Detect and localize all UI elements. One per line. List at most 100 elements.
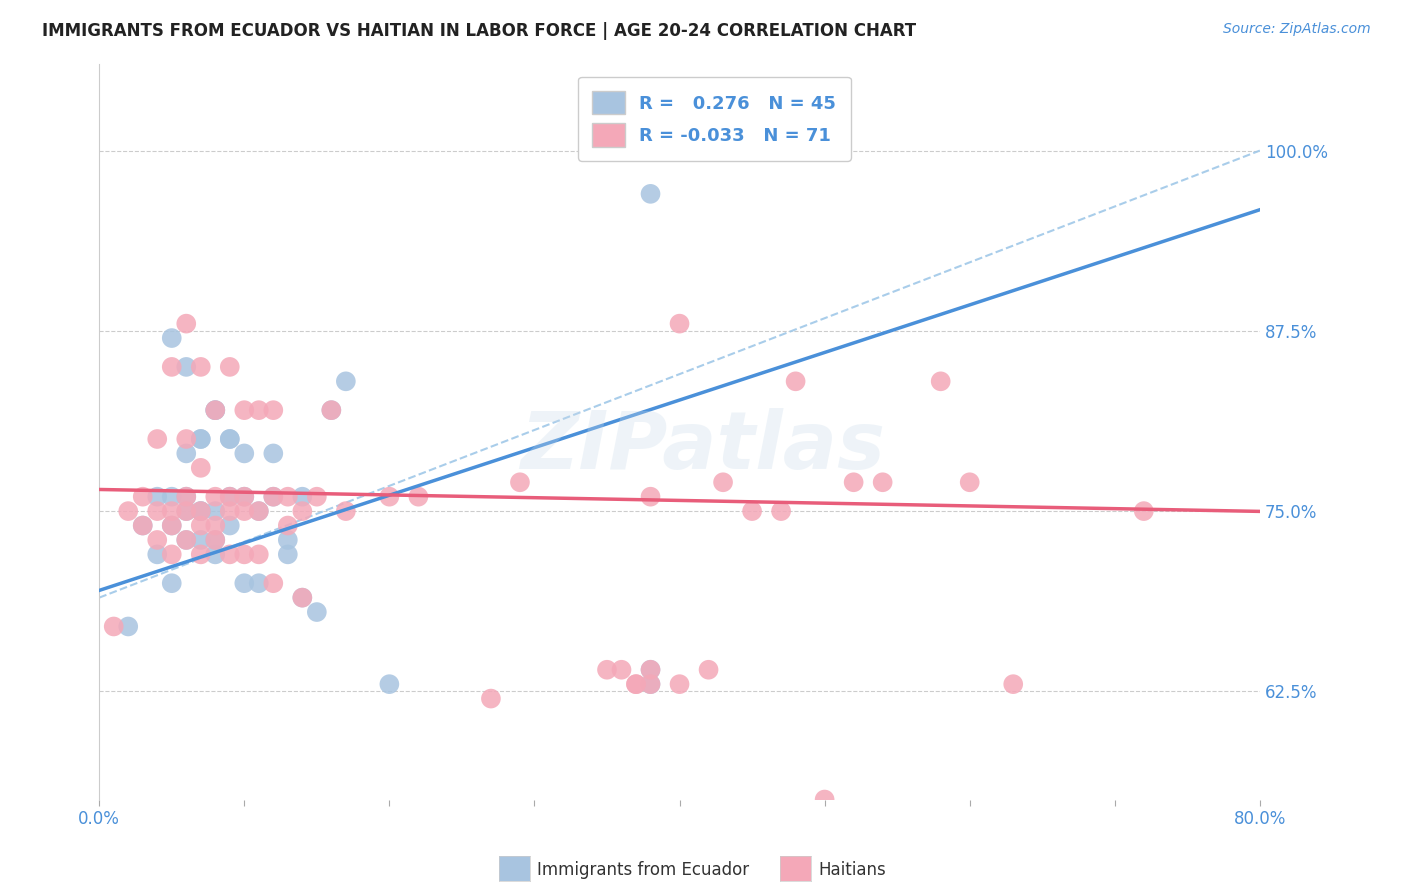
Point — [204, 518, 226, 533]
Point — [277, 547, 299, 561]
Point — [262, 576, 284, 591]
Point — [174, 490, 197, 504]
Point — [146, 547, 169, 561]
Point — [640, 663, 662, 677]
Point — [218, 504, 240, 518]
Text: Source: ZipAtlas.com: Source: ZipAtlas.com — [1223, 22, 1371, 37]
Point — [233, 490, 256, 504]
Point — [190, 518, 212, 533]
Point — [247, 547, 270, 561]
Point — [321, 403, 343, 417]
Point — [190, 547, 212, 561]
Point — [117, 504, 139, 518]
Point — [233, 547, 256, 561]
Point — [610, 663, 633, 677]
Point — [277, 490, 299, 504]
Point — [668, 677, 690, 691]
Point — [190, 504, 212, 518]
Point — [321, 403, 343, 417]
Point — [378, 490, 401, 504]
Point — [697, 663, 720, 677]
Text: ZIPatlas: ZIPatlas — [520, 408, 886, 485]
Point — [160, 547, 183, 561]
Point — [146, 504, 169, 518]
Point — [204, 403, 226, 417]
Point — [596, 663, 619, 677]
Point — [218, 547, 240, 561]
Point — [174, 446, 197, 460]
Point — [785, 374, 807, 388]
Point — [160, 518, 183, 533]
Point — [218, 518, 240, 533]
Point — [174, 504, 197, 518]
Point — [204, 533, 226, 547]
Point — [233, 576, 256, 591]
Point — [233, 490, 256, 504]
Point — [640, 490, 662, 504]
Point — [262, 446, 284, 460]
Point — [174, 490, 197, 504]
Point — [262, 490, 284, 504]
Point — [668, 317, 690, 331]
Point — [814, 792, 837, 806]
Point — [132, 490, 155, 504]
Point — [233, 446, 256, 460]
Point — [277, 518, 299, 533]
Point — [218, 490, 240, 504]
Point — [174, 504, 197, 518]
Point — [174, 359, 197, 374]
Point — [640, 677, 662, 691]
Point — [378, 677, 401, 691]
Point — [929, 374, 952, 388]
Point — [624, 677, 647, 691]
Point — [335, 504, 357, 518]
Point — [291, 504, 314, 518]
Text: Immigrants from Ecuador: Immigrants from Ecuador — [537, 861, 749, 879]
Point — [262, 490, 284, 504]
Legend: R =   0.276   N = 45, R = -0.033   N = 71: R = 0.276 N = 45, R = -0.033 N = 71 — [578, 77, 851, 161]
Point — [160, 490, 183, 504]
Point — [509, 475, 531, 490]
Point — [160, 331, 183, 345]
Point — [262, 403, 284, 417]
Point — [146, 533, 169, 547]
Point — [770, 504, 793, 518]
Point — [174, 533, 197, 547]
Point — [218, 490, 240, 504]
Point — [335, 374, 357, 388]
Point — [218, 432, 240, 446]
Point — [132, 518, 155, 533]
Point — [146, 490, 169, 504]
Point — [640, 677, 662, 691]
Point — [204, 490, 226, 504]
Point — [190, 504, 212, 518]
Point — [204, 403, 226, 417]
Point — [218, 432, 240, 446]
Point — [233, 504, 256, 518]
Point — [872, 475, 894, 490]
Point — [160, 576, 183, 591]
Point — [1133, 504, 1156, 518]
Point — [233, 403, 256, 417]
Point — [624, 677, 647, 691]
Point — [204, 403, 226, 417]
Point — [190, 432, 212, 446]
Text: Haitians: Haitians — [818, 861, 886, 879]
Point — [291, 490, 314, 504]
Point — [741, 504, 763, 518]
Point — [174, 432, 197, 446]
Point — [291, 591, 314, 605]
Point — [305, 490, 328, 504]
Point — [408, 490, 430, 504]
Point — [247, 403, 270, 417]
Point — [842, 475, 865, 490]
Point — [190, 432, 212, 446]
Point — [1002, 677, 1025, 691]
Point — [160, 504, 183, 518]
Point — [711, 475, 734, 490]
Point — [190, 504, 212, 518]
Point — [117, 619, 139, 633]
Text: IMMIGRANTS FROM ECUADOR VS HAITIAN IN LABOR FORCE | AGE 20-24 CORRELATION CHART: IMMIGRANTS FROM ECUADOR VS HAITIAN IN LA… — [42, 22, 917, 40]
Point — [305, 605, 328, 619]
Point — [218, 359, 240, 374]
